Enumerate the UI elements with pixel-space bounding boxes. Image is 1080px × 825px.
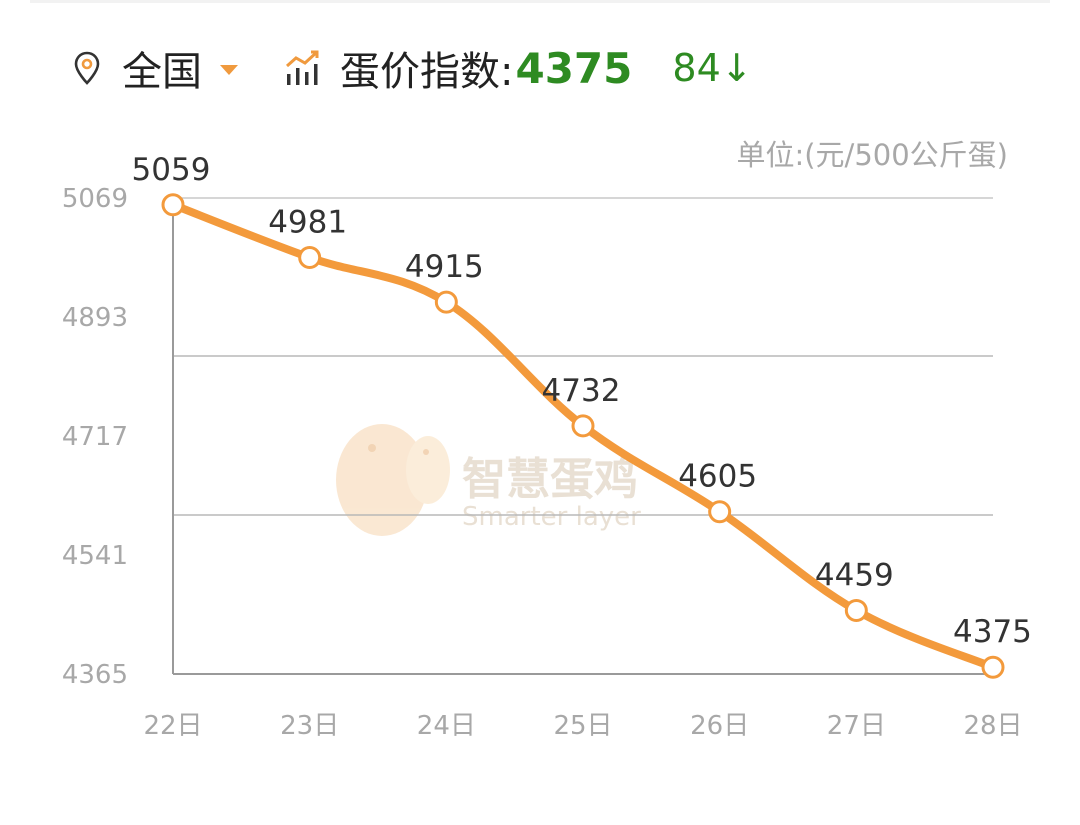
x-tick-label: 26日 xyxy=(690,711,749,741)
data-label: 5059 xyxy=(132,152,211,188)
watermark-subtitle: Smarter layer xyxy=(462,502,641,532)
data-point xyxy=(844,598,868,622)
data-point xyxy=(981,655,1005,679)
data-label: 4981 xyxy=(268,205,347,241)
data-label: 4375 xyxy=(953,614,1032,650)
y-tick-label: 4541 xyxy=(62,541,128,571)
caret-down-icon[interactable] xyxy=(220,65,238,75)
top-divider xyxy=(30,0,1050,3)
data-label: 4605 xyxy=(678,459,757,495)
index-label: 蛋价指数: xyxy=(340,49,514,95)
index-change: 84↓ xyxy=(672,46,753,90)
y-tick-label: 5069 xyxy=(62,184,128,214)
x-tick-label: 27日 xyxy=(827,711,886,741)
y-tick-label: 4717 xyxy=(62,422,128,452)
x-tick-label: 24日 xyxy=(417,711,476,741)
x-tick-label: 28日 xyxy=(963,711,1022,741)
data-point xyxy=(434,290,458,314)
chart-header: 全国 蛋价指数: 4375 84↓ xyxy=(72,38,753,98)
unit-label: 单位:(元/500公斤蛋) xyxy=(736,138,1008,172)
region-selector[interactable]: 全国 xyxy=(122,49,202,95)
trend-chart-icon xyxy=(286,50,319,85)
data-label: 4732 xyxy=(542,373,621,409)
x-tick-label: 22日 xyxy=(143,711,202,741)
data-label: 4915 xyxy=(405,249,484,285)
location-pin-icon[interactable] xyxy=(72,50,102,86)
watermark: 智慧蛋鸡 Smarter layer xyxy=(336,424,641,536)
data-point xyxy=(298,246,322,269)
x-tick-label: 23日 xyxy=(280,711,339,741)
x-tick-label: 25日 xyxy=(553,711,612,741)
y-tick-label: 4365 xyxy=(62,660,128,690)
data-label: 4459 xyxy=(815,557,894,593)
index-value: 4375 xyxy=(515,43,633,93)
watermark-title: 智慧蛋鸡 xyxy=(462,454,638,505)
y-tick-label: 4893 xyxy=(62,303,128,333)
data-point xyxy=(161,193,185,217)
data-point xyxy=(708,500,732,524)
data-point xyxy=(571,414,595,438)
